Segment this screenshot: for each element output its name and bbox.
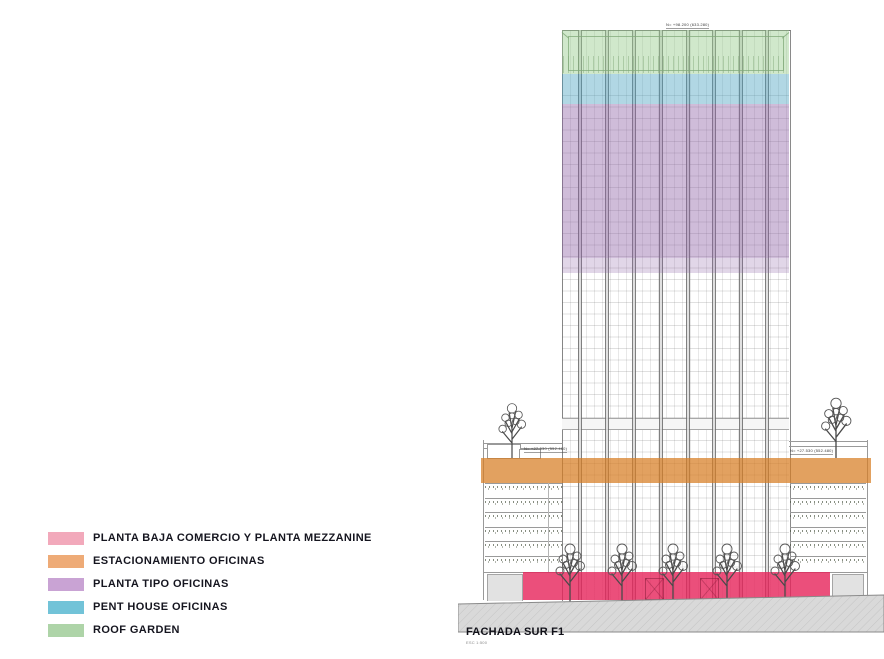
podium-floor <box>790 527 866 542</box>
legend-label: ESTACIONAMIENTO OFICINAS <box>93 555 265 567</box>
planter-hatch <box>790 530 866 534</box>
roof-access-box <box>487 444 521 459</box>
roof-louver-lines <box>563 56 788 73</box>
facade-column <box>712 30 716 600</box>
legend-swatch <box>48 531 84 545</box>
curtainwall-mullions <box>562 30 789 600</box>
planter-hatch <box>485 486 562 490</box>
garage-door <box>487 574 523 601</box>
podium-floor <box>485 483 562 498</box>
legend-swatch <box>48 554 84 568</box>
parapet-rail-line <box>789 446 867 447</box>
facade-column <box>686 30 690 600</box>
planter-hatch <box>485 530 562 534</box>
planter-hatch <box>790 486 866 490</box>
zone-pent-house <box>562 74 789 104</box>
legend-label: PLANTA BAJA COMERCIO Y PLANTA MEZZANINE <box>93 532 372 544</box>
planter-hatch <box>485 501 562 505</box>
zone-planta-tipo-low <box>562 258 789 273</box>
podium-floor <box>790 512 866 527</box>
podium-floor <box>485 556 562 571</box>
legend-swatch <box>48 577 84 591</box>
planter-hatch <box>485 544 562 548</box>
legend-swatch <box>48 623 84 637</box>
facade-column <box>578 30 582 600</box>
facade-column <box>659 30 663 600</box>
legend-label: ROOF GARDEN <box>93 624 180 636</box>
roof-parapet-inner-line <box>568 36 784 71</box>
podium-bay-line <box>548 483 549 572</box>
legend-item-planta-tipo: PLANTA TIPO OFICINAS <box>48 577 372 591</box>
podium-floor <box>790 483 866 498</box>
podium-floor <box>485 527 562 542</box>
transfer-slab-band <box>562 418 789 430</box>
legend-item-roof-garden: ROOF GARDEN <box>48 623 372 637</box>
ground-plane <box>458 594 884 633</box>
drawing-scale-note: ESC 1:500 <box>466 640 488 645</box>
podium-floor <box>790 541 866 556</box>
podium-floor <box>485 512 562 527</box>
legend-item-comercio: PLANTA BAJA COMERCIO Y PLANTA MEZZANINE <box>48 531 372 545</box>
level-annotation-roof: N= +98.200 (633.280) <box>666 22 710 29</box>
facade-column <box>739 30 743 600</box>
legend-item-pent-house: PENT HOUSE OFICINAS <box>48 600 372 614</box>
podium-floor <box>790 498 866 513</box>
planter-hatch <box>790 559 866 563</box>
legend-item-estacionamiento: ESTACIONAMIENTO OFICINAS <box>48 554 372 568</box>
zone-planta-tipo <box>562 104 789 258</box>
planter-hatch <box>790 501 866 505</box>
facade-column <box>632 30 636 600</box>
tower-facade <box>562 30 791 601</box>
facade-column <box>605 30 609 600</box>
legend: PLANTA BAJA COMERCIO Y PLANTA MEZZANINE … <box>48 531 372 637</box>
planter-hatch <box>790 515 866 519</box>
parapet-rail-line <box>789 441 867 442</box>
planter-hatch <box>485 559 562 563</box>
podium-floor <box>485 541 562 556</box>
floor-lines <box>562 95 789 572</box>
legend-swatch <box>48 600 84 614</box>
facade-column <box>765 30 769 600</box>
legend-label: PENT HOUSE OFICINAS <box>93 601 228 613</box>
legend-label: PLANTA TIPO OFICINAS <box>93 578 229 590</box>
zone-roof-garden <box>562 30 789 74</box>
podium-floor <box>790 556 866 571</box>
drawing-title: FACHADA SUR F1 <box>466 626 565 638</box>
planter-hatch <box>790 544 866 548</box>
level-annotation-left: N= +27.530 (552.480) <box>524 446 568 453</box>
planter-hatch <box>485 515 562 519</box>
level-annotation-right: N= +27.530 (552.480) <box>790 448 834 455</box>
podium-floor <box>485 498 562 513</box>
zone-estacionamiento <box>481 458 871 483</box>
